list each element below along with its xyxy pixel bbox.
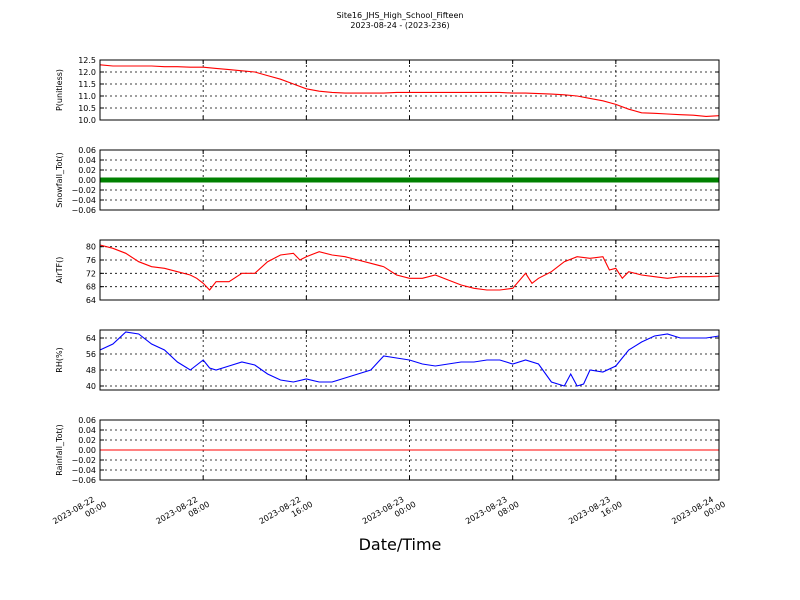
panel-5-ytick-label: 0.06 <box>78 416 96 425</box>
panel-4-ylabel: RH(%) <box>55 347 64 372</box>
panel-1-ytick-label: 11.5 <box>78 80 96 89</box>
panel-2-ytick-label: 0.00 <box>78 176 96 185</box>
panel-3-ylabel: AirTF() <box>55 257 64 284</box>
chart-title: Site16_JHS_High_School_Fifteen <box>336 11 464 20</box>
panel-1-ytick-label: 10.0 <box>78 116 96 125</box>
panel-3-series-line <box>99 244 720 291</box>
chart-subtitle: 2023-08-24 - (2023-236) <box>350 21 450 30</box>
x-axis-label: Date/Time <box>358 535 442 554</box>
panel-3-ytick-label: 64 <box>86 296 96 305</box>
panel-2-ytick-label: −0.02 <box>71 186 96 195</box>
panel-1-frame <box>99 59 720 121</box>
panel-5-ytick-label: −0.02 <box>71 456 96 465</box>
panel-2-ytick-label: −0.06 <box>71 206 96 215</box>
panel-3-frame <box>99 239 720 301</box>
panel-5-ytick-label: −0.06 <box>71 476 96 485</box>
panel-2-ytick-label: −0.04 <box>71 196 96 205</box>
panel-2-ylabel: Snowfall_Tot() <box>55 152 64 208</box>
panel-5-ytick-label: 0.02 <box>78 436 96 445</box>
panel-4-ytick-label: 48 <box>86 366 96 375</box>
panel-5-ytick-label: 0.00 <box>78 446 96 455</box>
panel-5-ytick-label: 0.04 <box>78 426 96 435</box>
x-tick-label: 2023-08-2216:00 <box>258 491 315 535</box>
x-tick-label: 2023-08-2208:00 <box>154 491 211 535</box>
panel-5-ylabel: Rainfall_Tot() <box>55 424 64 476</box>
x-tick-label: 2023-08-2308:00 <box>464 491 521 535</box>
panel-2-ytick-label: 0.02 <box>78 166 96 175</box>
panel-4-ytick-label: 64 <box>86 334 96 343</box>
x-tick-label: 2023-08-2316:00 <box>567 491 624 535</box>
panel-3-ytick-label: 72 <box>86 269 96 278</box>
panel-1-ytick-label: 11.0 <box>78 92 96 101</box>
panel-1-ytick-label: 10.5 <box>78 104 96 113</box>
x-tick-label: 2023-08-2200:00 <box>51 491 108 535</box>
panel-3-ytick-label: 68 <box>86 283 96 292</box>
panel-4-series-line <box>99 331 720 387</box>
panel-4-frame <box>99 329 720 391</box>
panel-1-series-line <box>99 64 720 117</box>
panel-2-ytick-label: 0.06 <box>78 146 96 155</box>
panel-5-ytick-label: −0.04 <box>71 466 96 475</box>
panel-3-ytick-label: 76 <box>86 256 96 265</box>
panel-3-ytick-label: 80 <box>86 243 96 252</box>
panel-2-ytick-label: 0.04 <box>78 156 96 165</box>
panel-4-ytick-label: 40 <box>86 382 96 391</box>
panel-4-ytick-label: 56 <box>86 350 96 359</box>
panel-1-ytick-label: 12.0 <box>78 68 96 77</box>
x-tick-label: 2023-08-2300:00 <box>361 491 418 535</box>
panel-2-frame <box>99 149 720 211</box>
panel-5-frame <box>99 419 720 481</box>
panel-1-ylabel: P(unitless) <box>55 69 64 111</box>
panel-1-ytick-label: 12.5 <box>78 56 96 65</box>
x-tick-label: 2023-08-2400:00 <box>670 491 727 535</box>
